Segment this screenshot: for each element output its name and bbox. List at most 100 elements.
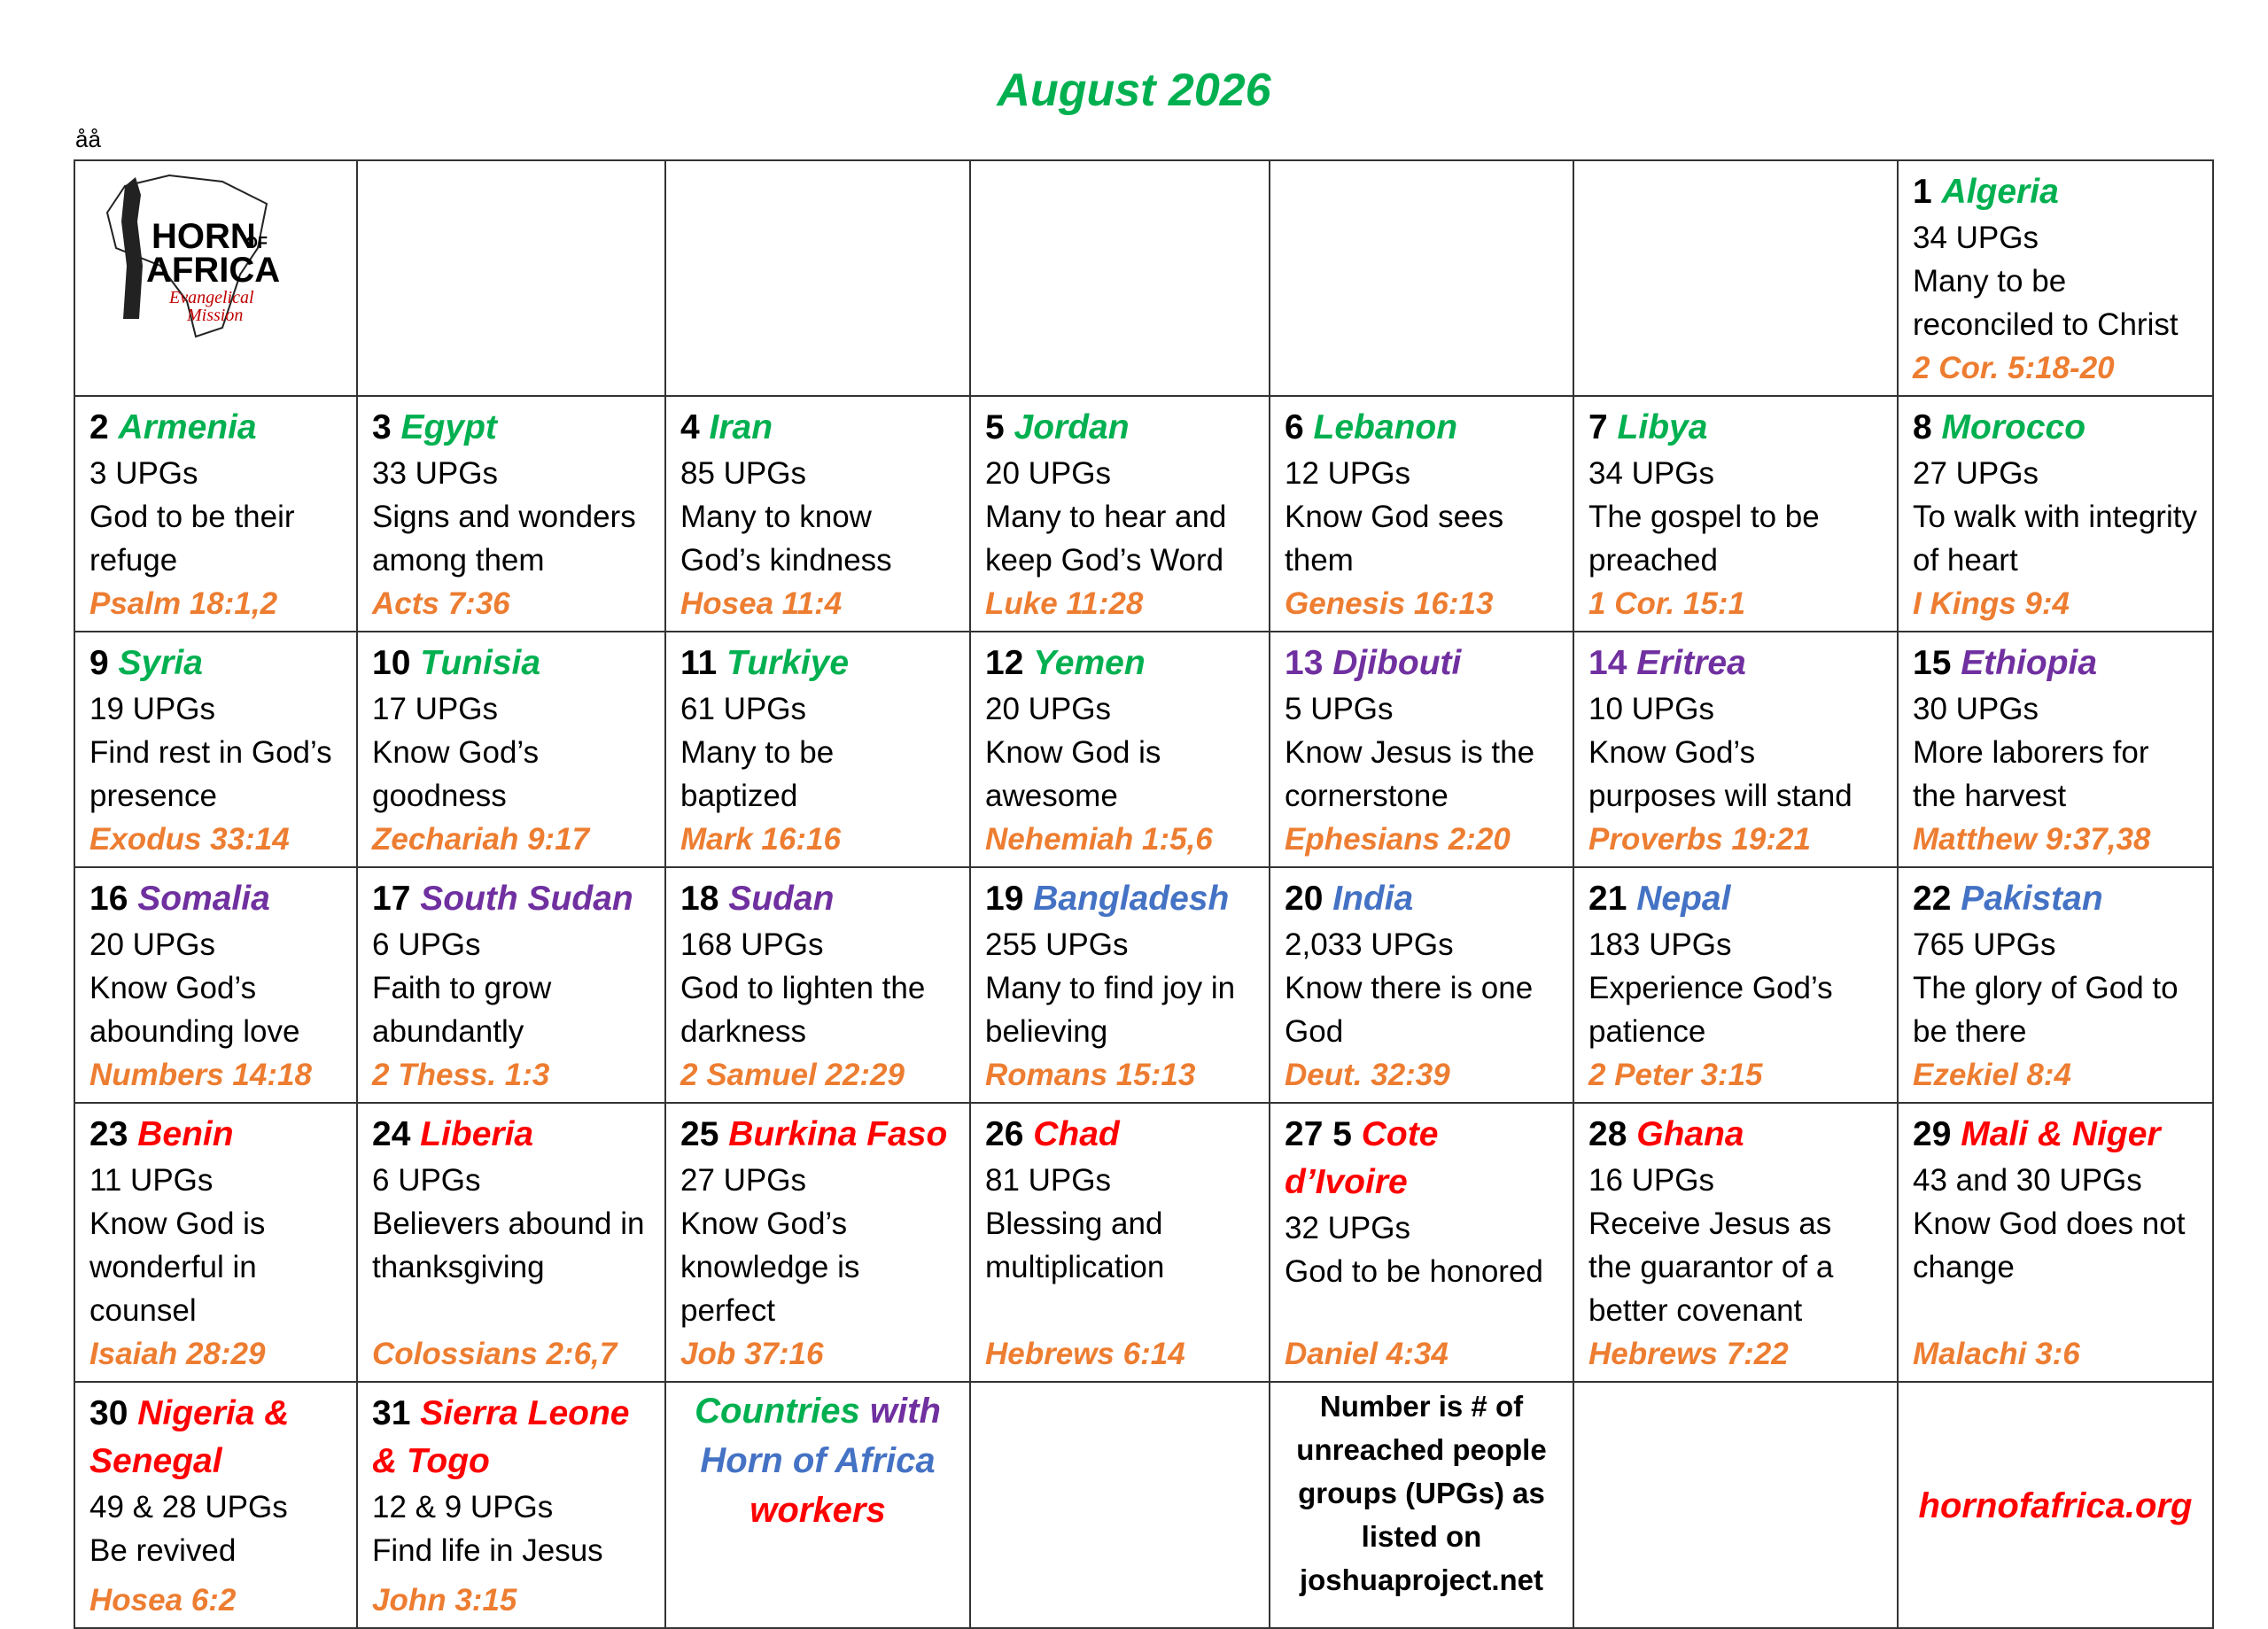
scripture-reference: Luke 11:28 <box>985 586 1144 621</box>
scripture-reference: Deut. 32:39 <box>1285 1058 1450 1092</box>
upg-count: 2,033 UPGs <box>1285 927 1454 962</box>
day-content: 28 Ghana 16 UPGs Receive Jesus as the guar… <box>1574 1104 1897 1381</box>
day-content: 5 Jordan 20 UPGs Many to hear and keep God… <box>971 397 1269 631</box>
logo-name-top: HORN <box>151 217 256 256</box>
day-cell: 6 Lebanon 12 UPGs Know God sees them Genesi… <box>1269 395 1574 632</box>
upg-count: 81 UPGs <box>985 1163 1111 1198</box>
day-cell: 28 Ghana 16 UPGs Receive Jesus as the guar… <box>1573 1102 1899 1383</box>
prayer-request: God to be honored <box>1285 1254 1543 1289</box>
upg-count: 16 UPGs <box>1588 1163 1714 1198</box>
country-name: Ethiopia <box>1961 644 2098 682</box>
day-content: 29 Mali & Niger 43 and 30 UPGs Know God do… <box>1899 1104 2212 1381</box>
day-cell: 5 Jordan 20 UPGs Many to hear and keep God… <box>969 395 1270 632</box>
country-name: Somalia <box>137 880 270 918</box>
day-number: 6 <box>1285 408 1304 446</box>
day-heading: 18 Sudan <box>680 875 955 923</box>
day-heading: 30 Nigeria & Senegal <box>89 1390 342 1485</box>
scripture-reference: I Kings 9:4 <box>1913 586 2070 621</box>
prayer-request: God to be their refuge <box>89 500 295 578</box>
country-name: Pakistan <box>1961 880 2103 918</box>
prayer-request: Many to be baptized <box>680 735 835 813</box>
week-row: 23 Benin 11 UPGs Know God is wonderful in … <box>74 1102 2214 1383</box>
day-cell: Number is # of unreached people groups (… <box>1269 1381 1574 1629</box>
prayer-request: Receive Jesus as the guarantor of a bett… <box>1588 1206 1834 1328</box>
day-heading: 31 Sierra Leone & Togo <box>372 1390 650 1485</box>
day-cell <box>356 159 666 397</box>
day-number: 27 5 <box>1285 1115 1352 1153</box>
day-content: 23 Benin 11 UPGs Know God is wonderful in … <box>75 1104 356 1381</box>
day-content: 24 Liberia 6 UPGs Believers abound in than… <box>358 1104 664 1381</box>
scripture-reference: 1 Cor. 15:1 <box>1588 586 1746 621</box>
day-heading: 21 Nepal <box>1588 875 1883 923</box>
day-heading: 13 Djibouti <box>1285 640 1558 687</box>
day-heading: 9 Syria <box>89 640 342 687</box>
country-name: Nigeria & Senegal <box>89 1394 290 1480</box>
upg-count: 17 UPGs <box>372 692 498 726</box>
week-row: 9 Syria 19 UPGs Find rest in God’s presenc… <box>74 631 2214 868</box>
upg-count: 5 UPGs <box>1285 692 1394 726</box>
upg-count: 12 UPGs <box>1285 456 1410 491</box>
legend-part: Horn of Africa <box>700 1441 936 1480</box>
day-number: 16 <box>89 880 128 918</box>
day-heading: 14 Eritrea <box>1588 640 1883 687</box>
scripture-reference: Job 37:16 <box>680 1337 824 1371</box>
scripture-reference: Acts 7:36 <box>372 586 510 621</box>
prayer-request: God to lighten the darkness <box>680 971 926 1049</box>
day-heading: 11 Turkiye <box>680 640 955 687</box>
prayer-request: To walk with integrity of heart <box>1913 500 2197 578</box>
day-number: 18 <box>680 880 719 918</box>
day-number: 12 <box>985 644 1024 682</box>
day-cell <box>1573 159 1899 397</box>
country-name: India <box>1332 880 1414 918</box>
day-content: 31 Sierra Leone & Togo 12 & 9 UPGs Find li… <box>358 1383 664 1627</box>
day-number: 1 <box>1913 173 1932 211</box>
day-cell: 13 Djibouti 5 UPGs Know Jesus is the corne… <box>1269 631 1574 868</box>
day-number: 5 <box>985 408 1005 446</box>
day-number: 15 <box>1913 644 1952 682</box>
logo-tagline: Evangelical <box>168 288 254 307</box>
prayer-request: Believers abound in thanksgiving <box>372 1206 645 1284</box>
logo-name-bottom: AFRICA <box>146 251 280 290</box>
upg-count: 20 UPGs <box>985 692 1111 726</box>
legend: Countries with Horn of Africa workers <box>666 1383 969 1627</box>
day-cell <box>664 159 971 397</box>
upg-count: 20 UPGs <box>985 456 1111 491</box>
calendar-title: August 2026 <box>997 65 1271 116</box>
prayer-request: Be revived <box>89 1533 237 1568</box>
day-content: 8 Morocco 27 UPGs To walk with integrity o… <box>1899 397 2212 631</box>
day-heading: 3 Egypt <box>372 404 650 452</box>
africa-outline <box>105 174 268 338</box>
scripture-reference: Daniel 4:34 <box>1285 1337 1449 1371</box>
day-heading: 6 Lebanon <box>1285 404 1558 452</box>
upg-count: 33 UPGs <box>372 456 498 491</box>
scripture-reference: Nehemiah 1:5,6 <box>985 822 1213 857</box>
prayer-request: Signs and wonders among them <box>372 500 636 578</box>
day-cell: 20 India 2,033 UPGs Know there is one God D… <box>1269 866 1574 1104</box>
day-cell: 16 Somalia 20 UPGs Know God’s abounding lo… <box>74 866 358 1104</box>
upg-count: 61 UPGs <box>680 692 806 726</box>
day-cell: 3 Egypt 33 UPGs Signs and wonders among th… <box>356 395 666 632</box>
country-name: Iran <box>709 408 773 446</box>
day-cell: 10 Tunisia 17 UPGs Know God’s goodness Zech… <box>356 631 666 868</box>
country-name: Syria <box>118 644 203 682</box>
scripture-reference: 2 Peter 3:15 <box>1588 1058 1763 1092</box>
scripture-reference: 2 Cor. 5:18-20 <box>1913 351 2115 385</box>
day-cell: 31 Sierra Leone & Togo 12 & 9 UPGs Find li… <box>356 1381 666 1629</box>
upg-count: 168 UPGs <box>680 927 824 962</box>
prayer-request: More laborers for the harvest <box>1913 735 2149 813</box>
prayer-request: Many to be reconciled to Christ <box>1913 264 2179 342</box>
day-number: 19 <box>985 880 1024 918</box>
day-content: 21 Nepal 183 UPGs Experience God’s patienc… <box>1574 868 1897 1102</box>
scripture-reference: Numbers 14:18 <box>89 1058 312 1092</box>
day-cell: 14 Eritrea 10 UPGs Know God’s purposes wil… <box>1573 631 1899 868</box>
prayer-request: Know there is one God <box>1285 971 1534 1049</box>
prayer-request: Know God’s goodness <box>372 735 540 813</box>
scripture-reference: Proverbs 19:21 <box>1588 822 1811 857</box>
day-content: 16 Somalia 20 UPGs Know God’s abounding lo… <box>75 868 356 1102</box>
country-name: Chad <box>1033 1115 1120 1153</box>
note: Number is # of unreached people groups (… <box>1270 1383 1573 1627</box>
day-heading: 26 Chad <box>985 1111 1254 1159</box>
day-content: 14 Eritrea 10 UPGs Know God’s purposes wil… <box>1574 632 1897 866</box>
day-content: 2 Armenia 3 UPGs God to be their refuge Psa… <box>75 397 356 631</box>
scripture-reference: Isaiah 28:29 <box>89 1337 266 1371</box>
